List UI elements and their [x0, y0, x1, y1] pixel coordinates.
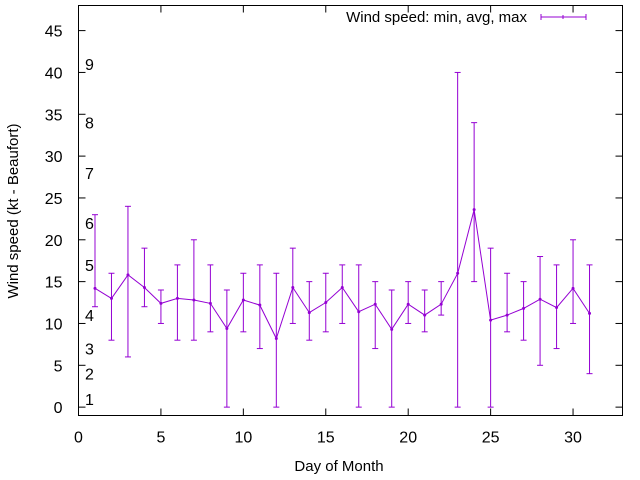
data-point: [208, 301, 212, 305]
data-point: [439, 302, 443, 306]
beaufort-label: 7: [85, 166, 94, 183]
y-tick-label: 30: [45, 149, 63, 166]
data-point: [390, 327, 394, 331]
legend: Wind speed: min, avg, max: [346, 9, 587, 26]
y-tick-label: 0: [54, 400, 63, 417]
beaufort-label: 8: [85, 116, 94, 133]
data-point: [225, 326, 229, 330]
data-point: [373, 302, 377, 306]
beaufort-label: 4: [85, 308, 94, 325]
data-point: [109, 296, 113, 300]
beaufort-label: 9: [85, 57, 94, 74]
beaufort-label: 1: [85, 392, 94, 409]
x-tick-label: 10: [234, 430, 252, 447]
data-point: [307, 311, 311, 315]
data-point: [291, 285, 295, 289]
data-point: [423, 313, 427, 317]
data-point: [175, 296, 179, 300]
series-line: [93, 208, 592, 341]
beaufort-scale-labels: 1 2 3 4 5 6 7 8 9: [85, 57, 94, 409]
y-tick-label: 5: [54, 358, 63, 375]
y-tick-label: 40: [45, 65, 63, 82]
data-point: [489, 318, 493, 322]
data-point: [505, 313, 509, 317]
x-tick-label: 20: [399, 430, 417, 447]
x-tick-label: 5: [156, 430, 165, 447]
data-point: [406, 302, 410, 306]
y-tick-label: 25: [45, 191, 63, 208]
data-point: [357, 310, 361, 314]
data-point: [588, 311, 592, 315]
x-tick-label: 15: [317, 430, 335, 447]
data-point: [192, 298, 196, 302]
data-point: [159, 301, 163, 305]
y-tick-label: 45: [45, 24, 63, 41]
data-point: [258, 303, 262, 307]
data-point: [456, 271, 460, 275]
x-tick-label: 30: [564, 430, 582, 447]
legend-label: Wind speed: min, avg, max: [346, 9, 527, 26]
x-tick-label: 25: [482, 430, 500, 447]
x-tick-label: 0: [74, 430, 83, 447]
data-point: [93, 286, 97, 290]
beaufort-label: 5: [85, 258, 94, 275]
beaufort-label: 6: [85, 216, 94, 233]
y-tick-label: 35: [45, 107, 63, 124]
data-point: [472, 208, 476, 212]
y-axis-label: Wind speed (kt - Beaufort): [5, 123, 22, 298]
data-point: [241, 298, 245, 302]
data-point: [571, 286, 575, 290]
data-point: [126, 273, 130, 277]
plot-frame: [78, 5, 623, 416]
data-point: [142, 285, 146, 289]
data-point: [538, 297, 542, 301]
y-tick-label: 10: [45, 316, 63, 333]
data-point: [522, 306, 526, 310]
data-point: [555, 306, 559, 310]
y-tick-label: 20: [45, 233, 63, 250]
data-point: [340, 285, 344, 289]
beaufort-label: 3: [85, 342, 94, 359]
y-tick-label: 15: [45, 275, 63, 292]
beaufort-label: 2: [85, 367, 94, 384]
data-point: [324, 301, 328, 305]
data-point: [274, 337, 278, 341]
error-bars: [91, 71, 593, 408]
x-axis-label: Day of Month: [294, 458, 383, 475]
